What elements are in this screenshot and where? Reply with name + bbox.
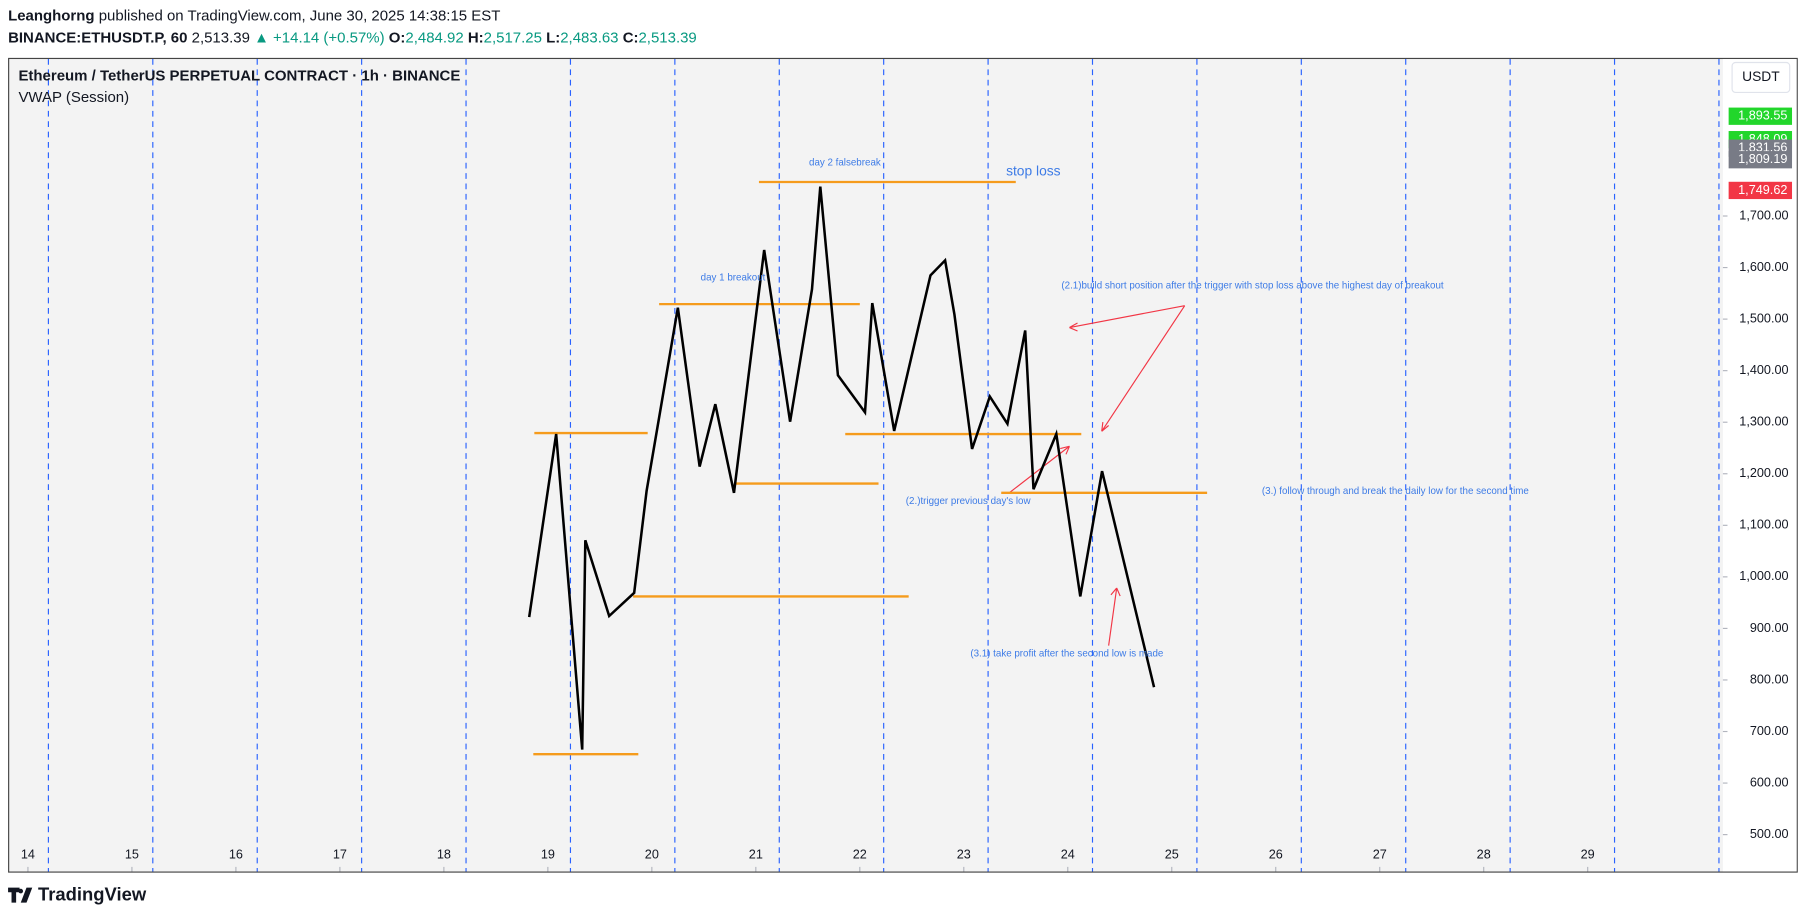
low-label: L: xyxy=(546,29,560,46)
x-tick-label: 19 xyxy=(541,848,555,862)
annotation: stop loss xyxy=(1006,163,1061,179)
x-tick-label: 24 xyxy=(1061,848,1075,862)
logo: TradingView xyxy=(8,884,147,905)
symbol: BINANCE:ETHUSDT.P, 60 xyxy=(8,29,187,46)
price-label: 1,893.55 xyxy=(1738,109,1787,123)
logo-dot xyxy=(18,888,24,894)
y-tick-label: 1,000.00 xyxy=(1739,569,1788,583)
high: 2,517.25 xyxy=(484,29,542,46)
chart-title: Ethereum / TetherUS PERPETUAL CONTRACT ·… xyxy=(18,67,460,84)
y-tick-label: 1,400.00 xyxy=(1739,363,1788,377)
price-label: 1,809.19 xyxy=(1738,152,1787,166)
logo-text: TradingView xyxy=(38,884,147,905)
session-breaks xyxy=(47,59,1720,872)
annotation: day 2 falsebreak xyxy=(809,157,881,168)
y-tick-label: 1,500.00 xyxy=(1739,311,1788,325)
y-tick-label: 1,100.00 xyxy=(1739,518,1788,532)
price-label-box xyxy=(1728,151,1793,169)
x-tick-label: 23 xyxy=(957,848,971,862)
open-label: O: xyxy=(389,29,406,46)
price-label: 1,749.62 xyxy=(1738,183,1787,197)
x-tick-label: 18 xyxy=(437,848,451,862)
published: published on TradingView.com, June 30, 2… xyxy=(99,7,501,24)
x-tick-label: 14 xyxy=(21,848,35,862)
last: 2,513.39 xyxy=(192,29,250,46)
x-tick-label: 21 xyxy=(749,848,763,862)
x-tick-label: 26 xyxy=(1269,848,1283,862)
chart-subtitle: VWAP (Session) xyxy=(18,89,129,106)
arrow xyxy=(1101,305,1186,432)
y-tick-label: 600.00 xyxy=(1750,775,1789,789)
change: ▲ +14.14 (+0.57%) xyxy=(254,29,385,46)
y-tick-label: 1,700.00 xyxy=(1739,208,1788,222)
x-tick-label: 27 xyxy=(1373,848,1387,862)
arrow xyxy=(1108,587,1121,646)
quote-line: BINANCE:ETHUSDT.P, 60 2,513.39 ▲ +14.14 … xyxy=(8,29,697,46)
arrows xyxy=(1008,305,1186,646)
price-line xyxy=(527,186,1156,750)
close-label: C: xyxy=(623,29,639,46)
annotation: (2.)trigger previous day's low xyxy=(906,496,1032,507)
logo-icon xyxy=(8,887,33,903)
currency-button[interactable] xyxy=(1731,61,1791,94)
high-label: H: xyxy=(468,29,484,46)
y-tick-label: 1,600.00 xyxy=(1739,260,1788,274)
x-tick-label: 20 xyxy=(645,848,659,862)
x-tick-label: 22 xyxy=(853,848,867,862)
annotation: (3.1) take profit after the second low i… xyxy=(970,648,1163,659)
x-tick-label: 16 xyxy=(229,848,243,862)
x-tick-label: 28 xyxy=(1477,848,1491,862)
price-label: 1,831.56 xyxy=(1738,141,1787,155)
open: 2,484.92 xyxy=(405,29,463,46)
y-tick-label: 800.00 xyxy=(1750,672,1789,686)
y-tick-label: 1,300.00 xyxy=(1739,415,1788,429)
y-tick-label: 500.00 xyxy=(1750,827,1789,841)
y-tick-label: 1,200.00 xyxy=(1739,466,1788,480)
annotation: (3.) follow through and break the daily … xyxy=(1262,486,1529,497)
price-label-box xyxy=(1728,107,1793,125)
y-tick-label: 900.00 xyxy=(1750,621,1789,635)
chart-frame xyxy=(8,57,1798,873)
currency[interactable]: USDT xyxy=(1742,68,1780,84)
y-tick-label: 700.00 xyxy=(1750,724,1789,738)
x-tick-label: 25 xyxy=(1165,848,1179,862)
low: 2,483.63 xyxy=(560,29,618,46)
publish-line: Leanghorng published on TradingView.com,… xyxy=(8,7,500,24)
x-tick-label: 29 xyxy=(1581,848,1595,862)
x-tick-label: 17 xyxy=(333,848,347,862)
annotation: day 1 breakout xyxy=(701,273,766,284)
x-tick-label: 15 xyxy=(125,848,139,862)
price-label-box xyxy=(1728,181,1793,200)
annotation: (2.1)build short position after the trig… xyxy=(1061,281,1444,292)
arrow xyxy=(1069,305,1185,332)
close: 2,513.39 xyxy=(638,29,696,46)
author: Leanghorng xyxy=(8,7,94,24)
